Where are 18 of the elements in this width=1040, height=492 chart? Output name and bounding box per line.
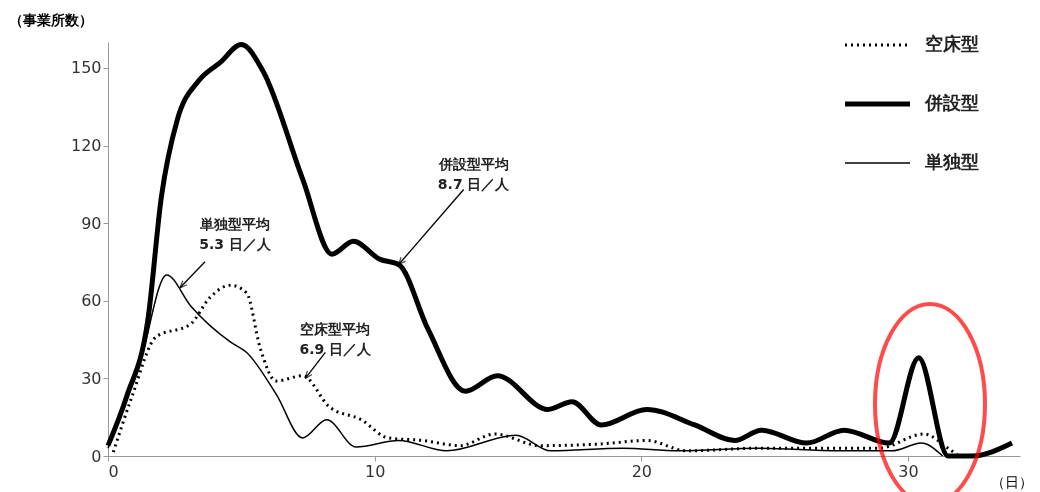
x-tick-label: 10 bbox=[364, 461, 386, 481]
annotation: 空床型平均 6.9 日／人 bbox=[299, 321, 373, 358]
y-axis-title: （事業所数） bbox=[8, 11, 93, 28]
y-tick-label: 60 bbox=[81, 291, 102, 311]
legend-label: 単独型 bbox=[924, 151, 979, 172]
annotation: 併設型平均 8.7 日／人 bbox=[437, 155, 511, 192]
legend-label: 空床型 bbox=[925, 33, 979, 54]
x-tick-label: 30 bbox=[898, 461, 919, 481]
x-tick-label: 0 bbox=[108, 461, 119, 481]
y-tick-label: 90 bbox=[81, 213, 102, 233]
annotation: 単独型平均 5.3 日／人 bbox=[199, 215, 272, 252]
x-tick-label: 20 bbox=[631, 461, 653, 481]
y-tick-label: 30 bbox=[81, 368, 102, 388]
y-tick-label: 150 bbox=[70, 58, 102, 78]
legend-label: 併設型 bbox=[924, 92, 979, 113]
y-tick-label: 120 bbox=[70, 136, 102, 155]
y-tick-label: 0 bbox=[91, 446, 102, 466]
x-axis-title: （日） bbox=[990, 473, 1033, 490]
